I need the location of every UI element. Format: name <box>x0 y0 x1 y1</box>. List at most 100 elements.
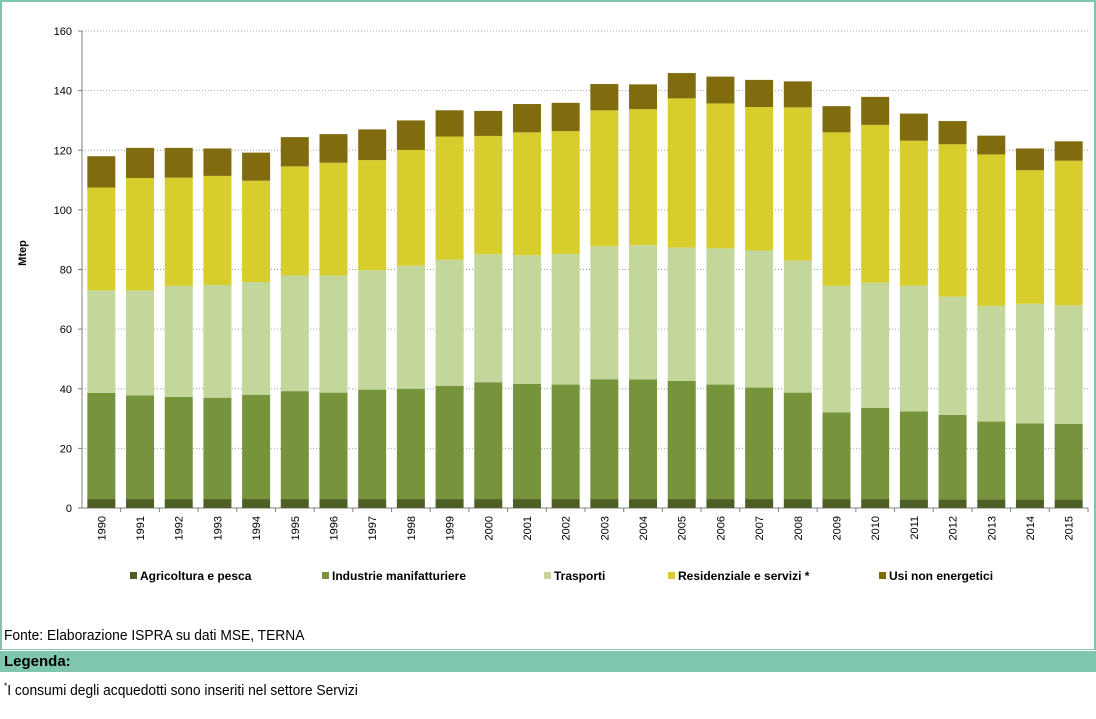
bar-segment <box>1054 141 1083 161</box>
legend-title: Legenda: <box>4 653 71 670</box>
bar-segment <box>435 259 464 386</box>
legend-swatch <box>668 572 675 579</box>
bar-segment <box>1015 499 1044 508</box>
bar-segment <box>551 253 580 385</box>
y-tick-label: 60 <box>60 324 72 336</box>
bar-segment <box>590 499 619 508</box>
legend-label: Residenziale e servizi * <box>678 569 810 583</box>
x-tick-label: 2000 <box>483 516 495 540</box>
bar-segment <box>87 499 116 508</box>
y-tick-label: 140 <box>54 86 72 98</box>
bar-segment <box>126 499 155 508</box>
legend-bar: Legenda: <box>0 651 1096 672</box>
bar-segment <box>435 385 464 500</box>
bar-segment <box>938 144 967 297</box>
bar-segment <box>1054 423 1083 500</box>
x-tick-label: 1994 <box>251 516 263 540</box>
bar-segment <box>319 275 348 393</box>
bar-segment <box>822 412 851 500</box>
bar-segment <box>1054 305 1083 424</box>
bar-segment <box>87 392 116 500</box>
bar-segment <box>706 384 735 500</box>
bar-segment <box>358 129 387 161</box>
x-tick-label: 2015 <box>1064 516 1076 540</box>
y-tick-label: 100 <box>54 205 72 217</box>
bar-segment <box>1015 303 1044 424</box>
bar-segment <box>474 135 503 255</box>
bar-segment <box>435 110 464 137</box>
bar-segment <box>899 140 928 286</box>
bar-segment <box>706 76 735 104</box>
bar-segment <box>590 379 619 500</box>
bar-segment <box>938 414 967 500</box>
bar-segment <box>87 156 116 188</box>
bar-segment <box>396 149 425 266</box>
bar-segment <box>126 177 155 291</box>
bar-segment <box>629 499 658 508</box>
legend-label: Industrie manifatturiere <box>332 569 466 583</box>
bar-segment <box>822 499 851 508</box>
x-tick-label: 2008 <box>793 516 805 540</box>
bar-segment <box>164 396 193 500</box>
bar-segment <box>861 407 890 500</box>
x-tick-label: 1993 <box>212 516 224 540</box>
bar-segment <box>203 148 232 176</box>
bar-segment <box>164 499 193 508</box>
bar-segment <box>977 135 1006 155</box>
bar-segment <box>512 499 541 508</box>
bar-segment <box>822 106 851 133</box>
bar-segment <box>745 387 774 500</box>
bar-segment <box>203 285 232 398</box>
bar-segment <box>164 177 193 286</box>
legend-swatch <box>322 572 329 579</box>
bar-segment <box>203 499 232 508</box>
x-tick-label: 2003 <box>599 516 611 540</box>
y-tick-label: 160 <box>54 26 72 38</box>
bar-segment <box>242 152 271 181</box>
bar-segment <box>590 84 619 111</box>
bar-segment <box>977 499 1006 508</box>
bar-segment <box>551 499 580 508</box>
legend-label: Agricoltura e pesca <box>140 569 252 583</box>
bar-segment <box>512 132 541 256</box>
bar-segment <box>667 247 696 381</box>
bar-segment <box>242 394 271 500</box>
y-tick-label: 40 <box>60 384 72 396</box>
bar-segment <box>783 81 812 108</box>
bar-segment <box>745 499 774 508</box>
bar-segment <box>706 103 735 249</box>
bar-segment <box>1015 423 1044 500</box>
x-tick-label: 2004 <box>638 516 650 540</box>
bar-segment <box>783 107 812 261</box>
chart-frame <box>0 0 1096 650</box>
x-tick-label: 2014 <box>1025 516 1037 540</box>
bar-segment <box>280 137 309 167</box>
bar-segment <box>512 104 541 133</box>
bar-segment <box>899 499 928 508</box>
bar-segment <box>861 96 890 125</box>
bar-segment <box>629 84 658 110</box>
bar-segment <box>474 382 503 500</box>
x-tick-label: 1990 <box>96 516 108 540</box>
bar-segment <box>358 270 387 390</box>
x-tick-label: 2005 <box>677 516 689 540</box>
bar-segment <box>1015 170 1044 304</box>
bar-segment <box>242 180 271 283</box>
bar-segment <box>512 255 541 384</box>
bar-segment <box>1054 499 1083 508</box>
bar-segment <box>396 120 425 150</box>
bar-segment <box>783 260 812 393</box>
bar-segment <box>474 110 503 136</box>
x-tick-label: 2001 <box>522 516 534 540</box>
bar-segment <box>899 411 928 500</box>
bar-segment <box>977 421 1006 500</box>
y-tick-label: 120 <box>54 145 72 157</box>
bar-segment <box>590 246 619 380</box>
legend-swatch <box>130 572 137 579</box>
x-tick-label: 2009 <box>832 516 844 540</box>
x-tick-label: 1995 <box>290 516 302 540</box>
bar-segment <box>783 499 812 508</box>
bar-segment <box>667 499 696 508</box>
x-tick-label: 1996 <box>329 516 341 540</box>
bar-segment <box>706 248 735 385</box>
